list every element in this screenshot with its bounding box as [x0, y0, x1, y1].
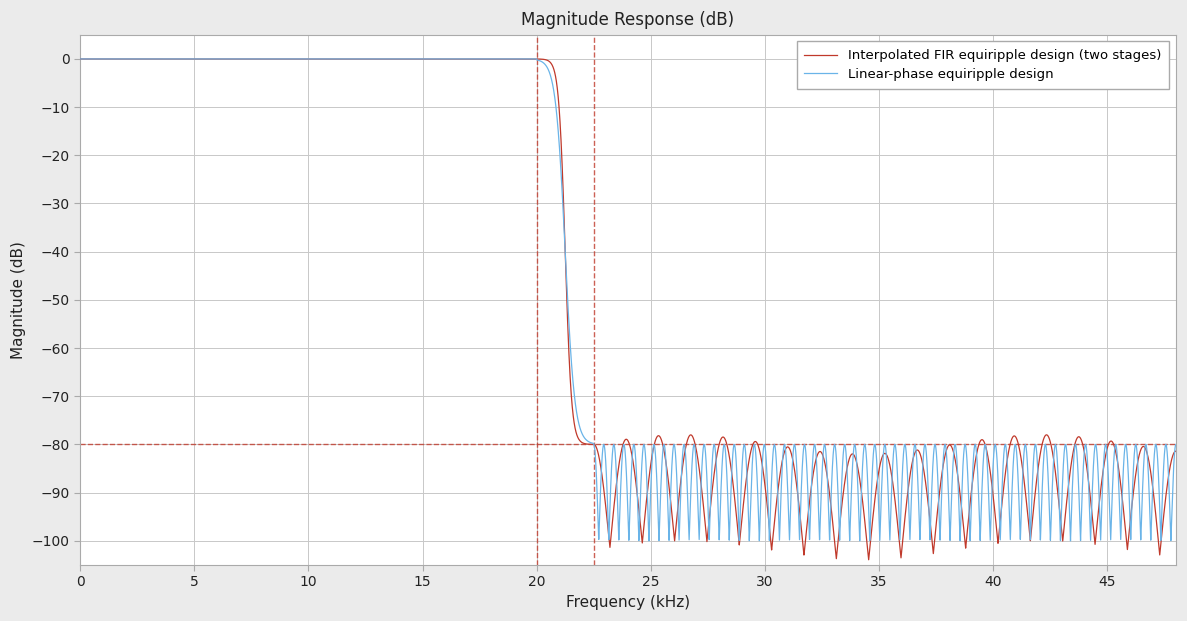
Interpolated FIR equiripple design (two stages) — [72, 55, 87, 63]
Linear-phase equiripple design — [634, 476, 648, 484]
Linear-phase equiripple design — [740, 461, 754, 468]
Interpolated FIR equiripple design (two stages) — [1169, 448, 1183, 455]
Title: Magnitude Response (dB): Magnitude Response (dB) — [521, 11, 735, 29]
Legend: Interpolated FIR equiripple design (two stages), Linear-phase equiripple design: Interpolated FIR equiripple design (two … — [796, 42, 1169, 89]
Interpolated FIR equiripple design (two stages) — [862, 556, 876, 563]
Linear-phase equiripple design — [1064, 537, 1078, 545]
Interpolated FIR equiripple design (two stages) — [634, 528, 648, 535]
Line: Interpolated FIR equiripple design (two stages): Interpolated FIR equiripple design (two … — [80, 59, 1176, 560]
Interpolated FIR equiripple design (two stages) — [131, 55, 145, 63]
Linear-phase equiripple design — [235, 55, 249, 63]
Line: Linear-phase equiripple design: Linear-phase equiripple design — [80, 59, 1176, 541]
Linear-phase equiripple design — [649, 474, 664, 481]
Interpolated FIR equiripple design (two stages) — [235, 55, 249, 63]
Linear-phase equiripple design — [356, 55, 370, 63]
Y-axis label: Magnitude (dB): Magnitude (dB) — [11, 241, 26, 359]
Interpolated FIR equiripple design (two stages) — [356, 55, 370, 63]
Interpolated FIR equiripple design (two stages) — [649, 433, 664, 441]
Linear-phase equiripple design — [1169, 441, 1183, 448]
Linear-phase equiripple design — [131, 55, 145, 63]
Linear-phase equiripple design — [72, 55, 87, 63]
Interpolated FIR equiripple design (two stages) — [740, 475, 754, 483]
X-axis label: Frequency (kHz): Frequency (kHz) — [566, 595, 690, 610]
